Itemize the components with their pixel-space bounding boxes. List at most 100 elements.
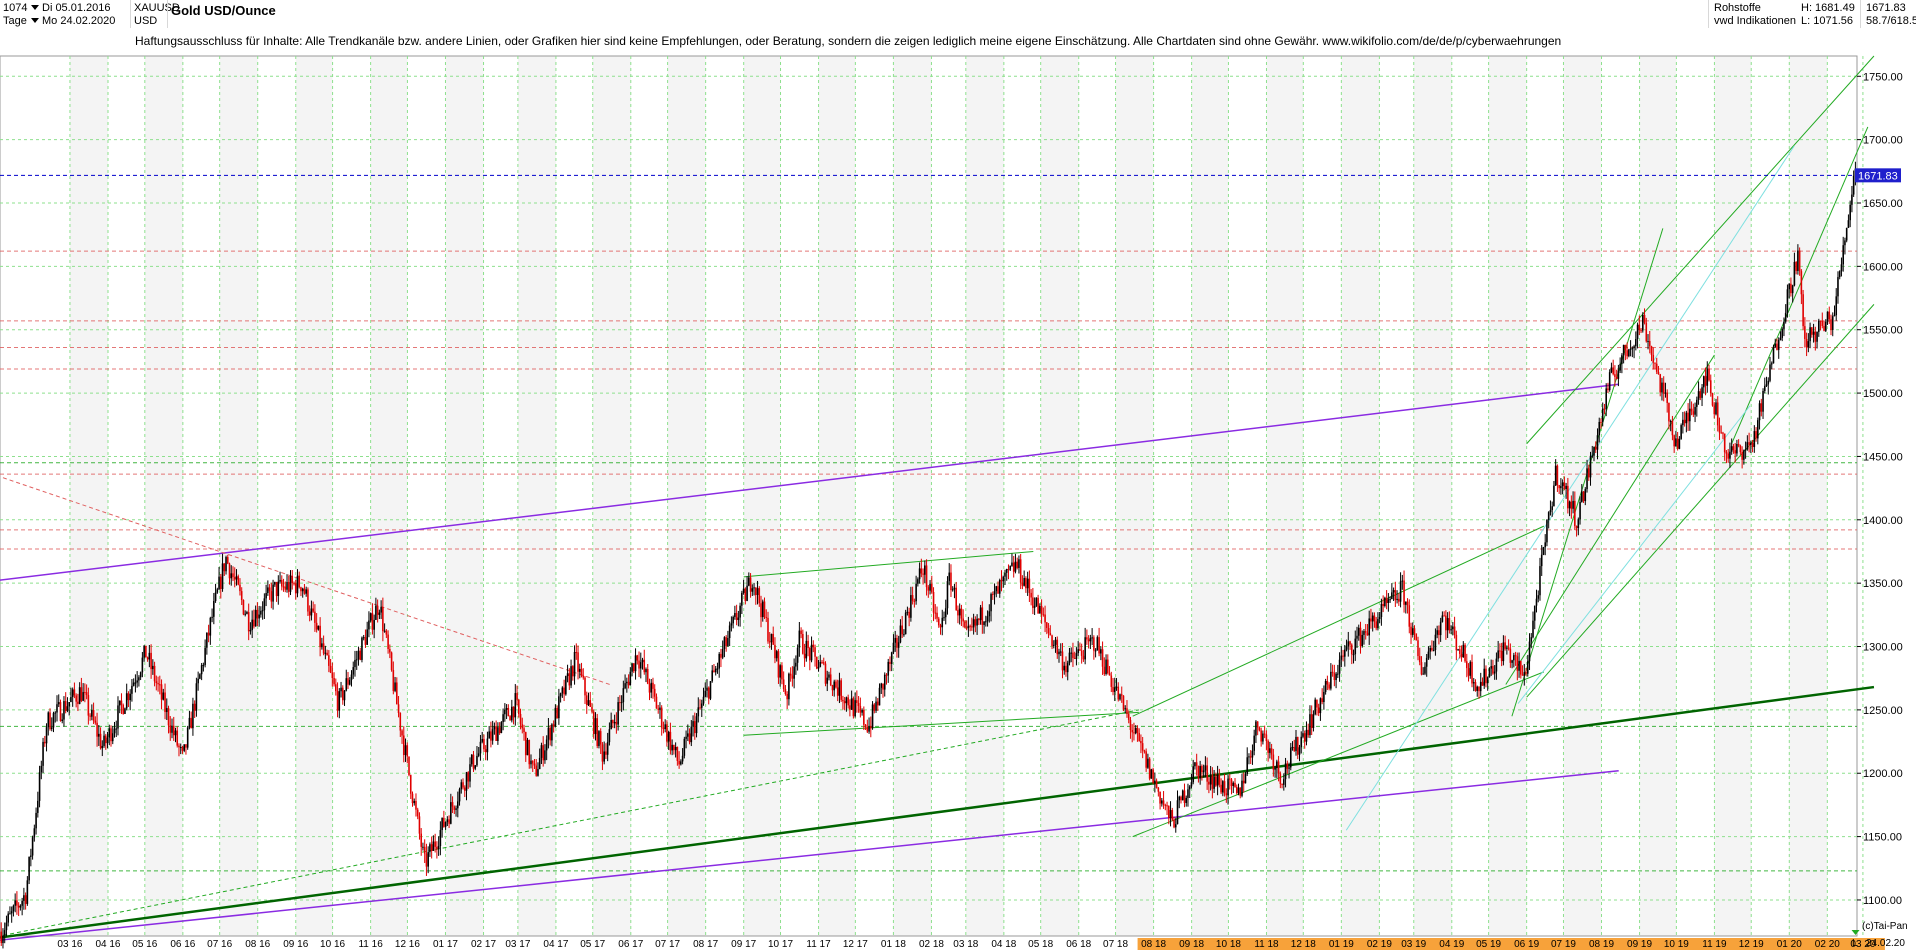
candle-body (1340, 655, 1343, 660)
x-tick-label: 04 16 (95, 939, 120, 950)
candle-body (1228, 778, 1231, 780)
candle-body (713, 670, 715, 673)
candle-body (1612, 367, 1614, 375)
candle-body (1598, 421, 1601, 436)
candle-body (1629, 348, 1632, 350)
candle-body (559, 693, 562, 697)
start-date-dropdown[interactable]: Di 05.01.2016 (28, 2, 111, 15)
candle-body (1126, 708, 1128, 714)
candle-body (1844, 240, 1846, 246)
candle-body (1513, 655, 1515, 661)
candle-body (1391, 592, 1393, 600)
candle-body (111, 733, 114, 742)
candle-body (667, 731, 670, 742)
candle-body (1737, 444, 1740, 446)
data-source: vwd Indikationen (1714, 15, 1796, 27)
separator (167, 0, 168, 28)
candle-body (556, 707, 558, 719)
candle-body (1171, 810, 1174, 820)
candle-body (1143, 750, 1146, 752)
candle-body (1014, 561, 1017, 572)
candle-body (206, 632, 208, 648)
candle-body (1009, 565, 1012, 570)
candle-body (1220, 784, 1222, 793)
candle-body (1807, 341, 1810, 348)
candle-body (1650, 346, 1653, 355)
candle-body (296, 575, 299, 594)
candle-body (856, 700, 858, 703)
candle-body (253, 619, 255, 627)
candle-body (171, 725, 173, 733)
candle-body (857, 702, 860, 706)
candle-body (1500, 650, 1503, 662)
candle-body (1129, 719, 1132, 730)
candle-body (1117, 686, 1120, 700)
candle-body (1472, 682, 1475, 684)
candle-body (577, 652, 579, 672)
candle-body (57, 702, 60, 705)
candle-body (1026, 578, 1029, 589)
candle-body (849, 705, 851, 710)
candle-body (1567, 485, 1569, 509)
candle-body (1448, 618, 1451, 631)
candle-body (943, 617, 945, 619)
candle-body (1589, 455, 1592, 478)
candle-body (1521, 674, 1524, 676)
candle-body (587, 700, 590, 706)
candle-body (1197, 765, 1200, 779)
candle-body (1579, 501, 1581, 520)
candle-body (1818, 320, 1820, 332)
candle-body (779, 665, 781, 678)
candle-body (183, 744, 186, 751)
candle-body (636, 655, 639, 661)
candle-body (456, 801, 459, 809)
candle-body (1016, 561, 1018, 568)
chevron-down-icon (31, 5, 39, 11)
candle-body (14, 900, 16, 906)
separator (1708, 0, 1709, 28)
plot-frame (0, 55, 1858, 937)
candle-body (490, 731, 492, 741)
candle-body (1692, 411, 1695, 415)
candle-body (139, 672, 142, 678)
candle-body (17, 905, 20, 908)
candle-body (838, 680, 841, 696)
candle-body (781, 665, 783, 680)
candle-body (1746, 442, 1749, 450)
candle-body (596, 718, 599, 747)
candle-body (1357, 627, 1360, 636)
candle-body (951, 589, 954, 591)
candle-body (1793, 261, 1796, 286)
candle-body (1777, 340, 1780, 350)
x-tick-label: 04 19 (1439, 939, 1464, 950)
candle-body (1465, 661, 1468, 669)
candle-body (141, 657, 144, 673)
candle-body (38, 772, 41, 801)
candle-body (514, 693, 517, 718)
candle-body (376, 605, 379, 615)
candle-body (1166, 805, 1168, 807)
candle-body (653, 688, 656, 697)
end-date-dropdown[interactable]: Mo 24.02.2020 (28, 15, 115, 28)
candle-body (979, 607, 982, 621)
candle-body (988, 611, 991, 617)
candle-body (1218, 775, 1221, 785)
candle-body (291, 575, 294, 584)
candle-body (850, 698, 853, 710)
candle-body (1744, 449, 1747, 451)
y-tick-label: 1650.00 (1863, 198, 1903, 210)
candle-body (87, 695, 90, 716)
candle-body (575, 652, 578, 654)
candle-body (1319, 698, 1322, 714)
candle-body (948, 572, 951, 582)
candle-body (570, 666, 572, 686)
candle-body (1811, 327, 1813, 335)
x-tick-label: 06 16 (170, 939, 195, 950)
candle-body (1523, 672, 1526, 676)
candle-body (1450, 629, 1452, 631)
candle-body (185, 744, 187, 748)
scale-mode[interactable]: L (1852, 938, 1858, 949)
candle-body (131, 685, 133, 694)
candle-body (1401, 580, 1404, 582)
